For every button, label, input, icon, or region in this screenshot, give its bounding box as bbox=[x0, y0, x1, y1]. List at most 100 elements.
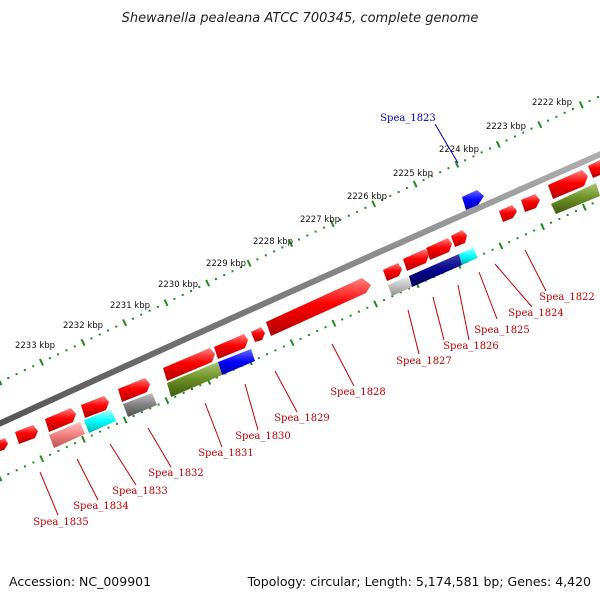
inner-scale-ruler bbox=[0, 202, 594, 482]
scale-major-tick bbox=[454, 160, 460, 168]
scale-dot bbox=[223, 274, 226, 277]
scale-label-2227: 2227 kbp bbox=[300, 215, 340, 225]
scale-major-tick bbox=[578, 101, 584, 109]
gene-spea-1823[interactable] bbox=[462, 190, 484, 210]
scale-dot bbox=[191, 388, 193, 390]
gene-spea-1830[interactable] bbox=[163, 348, 215, 381]
gene-spea-1827-cog[interactable] bbox=[388, 276, 412, 296]
gene-label-spea-1833[interactable]: Spea_1833 bbox=[112, 486, 168, 497]
gene-spea-1825-fwd[interactable] bbox=[499, 205, 517, 222]
leader-spea-1823 bbox=[434, 123, 459, 164]
scale-dot bbox=[533, 229, 536, 232]
scale-dot bbox=[491, 248, 494, 251]
gene-spea-1832-fwd[interactable] bbox=[118, 378, 150, 402]
scale-major-tick bbox=[373, 300, 379, 308]
scale-dot bbox=[381, 198, 383, 201]
scale-major-tick bbox=[122, 319, 128, 327]
scale-dot bbox=[572, 107, 574, 110]
scale-label-2224: 2224 kbp bbox=[439, 145, 479, 155]
leader-spea-1829 bbox=[274, 370, 298, 413]
gene-label-spea-1832[interactable]: Spea_1832 bbox=[148, 468, 204, 479]
scale-dot bbox=[558, 217, 561, 220]
gene-label-spea-1828[interactable]: Spea_1828 bbox=[330, 387, 386, 398]
gene-spea-1831[interactable] bbox=[167, 362, 222, 397]
scale-dot bbox=[107, 329, 109, 332]
gene-spea-1826-fwd[interactable] bbox=[426, 238, 452, 260]
gene-spea-1827[interactable] bbox=[383, 263, 402, 281]
scale-label-2223: 2223 kbp bbox=[486, 122, 526, 132]
gene-label-spea-1822[interactable]: Spea_1822 bbox=[539, 292, 595, 303]
gene-label-spea-1829[interactable]: Spea_1829 bbox=[274, 413, 330, 424]
scale-dot bbox=[257, 357, 260, 360]
scale-dot bbox=[591, 202, 594, 205]
scale-dot bbox=[98, 333, 101, 336]
scale-dot bbox=[522, 131, 525, 134]
scale-dot bbox=[430, 175, 433, 178]
scale-label-2226: 2226 kbp bbox=[347, 192, 387, 202]
scale-dot bbox=[57, 449, 60, 452]
gene-cog-olive-1822[interactable] bbox=[551, 183, 600, 214]
scale-major-tick bbox=[163, 299, 169, 307]
scale-dot bbox=[405, 187, 408, 189]
leader-spea-1834 bbox=[76, 458, 99, 501]
gene-label-spea-1825[interactable]: Spea_1825 bbox=[474, 325, 530, 336]
scale-label-2233: 2233 kbp bbox=[15, 341, 55, 351]
scale-dot bbox=[530, 127, 533, 130]
scale-dot bbox=[299, 337, 302, 340]
gene-spea-1834-fwd[interactable] bbox=[45, 408, 76, 432]
outer-scale-ruler bbox=[0, 96, 599, 386]
gene-spea-1833-fwd[interactable] bbox=[81, 396, 109, 418]
scale-dot bbox=[357, 310, 360, 313]
gene-spea-1824-fwd[interactable] bbox=[521, 194, 540, 212]
genome-backbone bbox=[0, 151, 600, 427]
scale-dot bbox=[281, 246, 284, 249]
scale-dot bbox=[513, 135, 516, 138]
genome-summary-text: Topology: circular; Length: 5,174,581 bp… bbox=[247, 574, 591, 589]
scale-dot bbox=[231, 270, 234, 273]
gene-label-spea-1823[interactable]: Spea_1823 bbox=[380, 113, 436, 124]
scale-dot bbox=[489, 147, 491, 150]
scale-dot bbox=[316, 330, 319, 332]
gene-spea-1836[interactable] bbox=[0, 438, 8, 451]
scale-dot bbox=[273, 250, 276, 253]
gene-spea-1825-cog[interactable] bbox=[459, 247, 477, 265]
scale-dot bbox=[399, 291, 402, 294]
gene-spea-1830-cog[interactable] bbox=[218, 349, 255, 375]
gene-spea-1821[interactable] bbox=[588, 160, 600, 178]
gene-spea-1827-fwd[interactable] bbox=[403, 249, 429, 271]
scale-dot bbox=[314, 230, 317, 233]
gene-spea-1832[interactable] bbox=[123, 393, 157, 417]
scale-dot bbox=[214, 278, 217, 281]
gene-label-spea-1824[interactable]: Spea_1824 bbox=[508, 308, 564, 319]
gene-spea-1826[interactable] bbox=[409, 254, 462, 287]
gene-spea-1835-fwd[interactable] bbox=[15, 425, 38, 444]
scale-dot bbox=[524, 233, 527, 236]
scale-dot bbox=[464, 159, 467, 162]
scale-dot bbox=[516, 237, 519, 240]
gene-spea-1828[interactable] bbox=[266, 278, 371, 336]
scale-dot bbox=[439, 171, 442, 174]
gene-label-spea-1835[interactable]: Spea_1835 bbox=[33, 517, 89, 528]
scale-dot bbox=[298, 238, 300, 241]
gene-spea-1829[interactable] bbox=[214, 334, 248, 359]
gene-label-spea-1831[interactable]: Spea_1831 bbox=[198, 448, 254, 459]
scale-dot bbox=[349, 314, 352, 317]
gene-spea-1825[interactable] bbox=[451, 230, 467, 247]
gene-spea-1822[interactable] bbox=[548, 170, 588, 199]
gene-label-spea-1826[interactable]: Spea_1826 bbox=[443, 341, 499, 352]
gene-label-spea-1834[interactable]: Spea_1834 bbox=[73, 501, 129, 512]
gene-spea-1834[interactable] bbox=[49, 422, 85, 448]
scale-dot bbox=[174, 395, 177, 398]
scale-dot bbox=[48, 357, 51, 360]
scale-dot bbox=[73, 345, 76, 348]
gene-spea-1829-fwd[interactable] bbox=[251, 327, 265, 342]
gene-label-spea-1827[interactable]: Spea_1827 bbox=[396, 356, 452, 367]
scale-dot bbox=[480, 151, 483, 154]
scale-major-tick bbox=[39, 455, 45, 463]
gene-spea-1833[interactable] bbox=[84, 409, 116, 433]
scale-dot bbox=[266, 353, 269, 356]
scale-dot bbox=[397, 191, 400, 193]
scale-major-tick bbox=[537, 121, 543, 129]
gene-label-spea-1830[interactable]: Spea_1830 bbox=[235, 431, 291, 442]
scale-dot bbox=[49, 453, 52, 456]
